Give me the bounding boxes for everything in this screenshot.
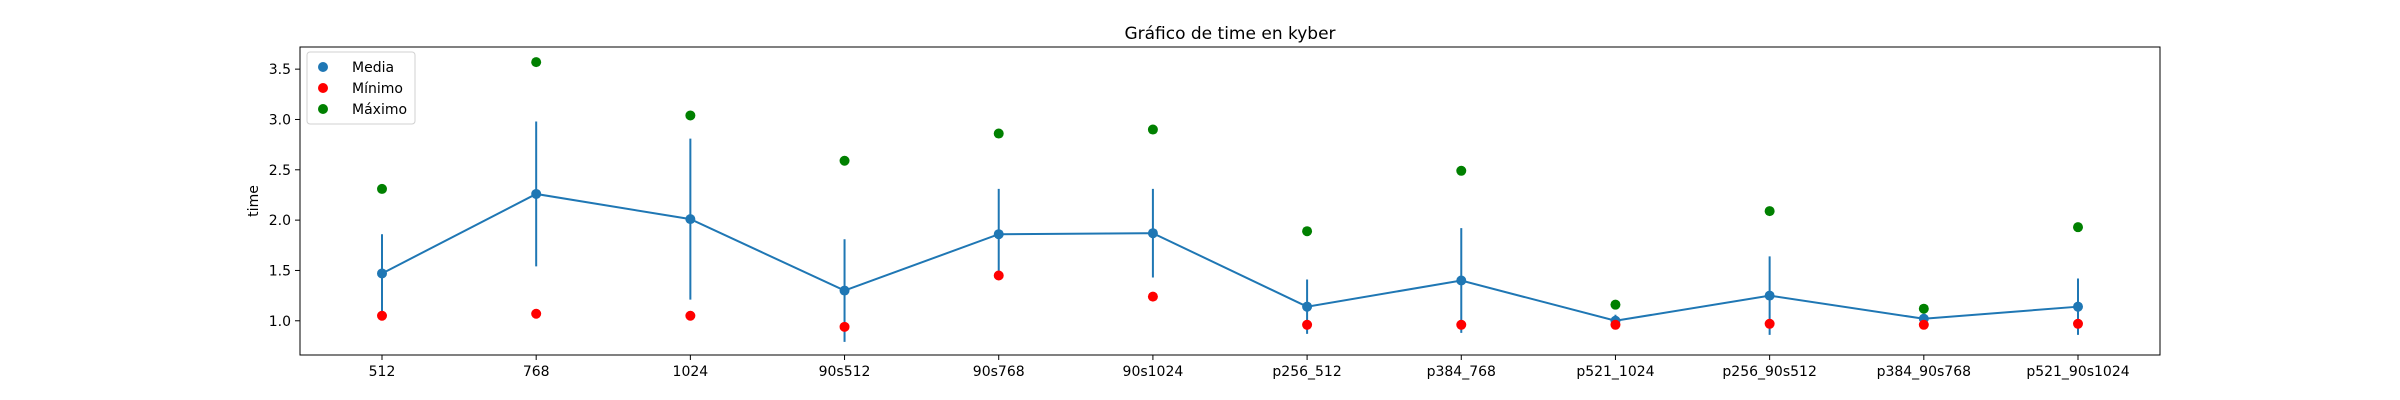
legend: Media Mínimo Máximo xyxy=(306,51,416,125)
plot-frame xyxy=(299,46,2161,356)
x-tick-label: 1024 xyxy=(673,364,709,380)
maximo-point xyxy=(377,183,387,194)
x-tick-label: 90s512 xyxy=(819,364,871,380)
maximo-point xyxy=(1147,124,1158,135)
x-tick-label: p256_90s512 xyxy=(1722,364,1816,380)
minimo-point xyxy=(1302,319,1313,330)
legend-label: Máximo xyxy=(352,102,407,118)
maximo-point xyxy=(1610,299,1621,310)
minimo-point xyxy=(1147,291,1158,302)
y-tick-label: 2.0 xyxy=(269,213,291,229)
minimo-point xyxy=(377,310,387,321)
maximo-point xyxy=(531,57,542,68)
media-point xyxy=(531,188,542,199)
x-tick-label: 512 xyxy=(369,364,396,380)
x-tick-label: p521_1024 xyxy=(1576,364,1654,380)
maximo-point xyxy=(1302,226,1313,237)
legend-marker xyxy=(318,83,328,93)
minimo-point xyxy=(1918,319,1929,330)
x-tick-label: 90s768 xyxy=(973,364,1025,380)
minimo-point xyxy=(993,270,1004,281)
legend-label: Mínimo xyxy=(352,81,403,97)
minimo-point xyxy=(2073,318,2083,329)
legend-marker xyxy=(318,62,328,72)
minimo-point xyxy=(1610,319,1621,330)
legend-marker xyxy=(318,104,328,114)
chart-title: Gráfico de time en kyber xyxy=(1124,24,1335,44)
points-layer xyxy=(377,57,2083,332)
y-tick-label: 1.0 xyxy=(269,314,291,330)
media-point xyxy=(993,229,1004,240)
x-tick-label: p384_768 xyxy=(1427,364,1496,380)
minimo-point xyxy=(685,310,696,321)
maximo-point xyxy=(685,110,696,121)
media-point xyxy=(2073,301,2083,312)
minimo-point xyxy=(1764,318,1775,329)
maximo-point xyxy=(1764,206,1775,217)
x-tick-label: p256_512 xyxy=(1272,364,1341,380)
media-point xyxy=(685,214,696,225)
minimo-point xyxy=(531,308,542,319)
media-line xyxy=(381,192,2079,322)
x-tick-label: p521_90s1024 xyxy=(2026,364,2129,380)
y-tick-label: 1.5 xyxy=(269,263,291,279)
y-axis-label: time xyxy=(246,185,262,217)
x-tick-label: 90s1024 xyxy=(1123,364,1184,380)
maximo-point xyxy=(2073,222,2083,233)
minimo-point xyxy=(839,321,850,332)
maximo-point xyxy=(839,155,850,166)
maximo-point xyxy=(1456,165,1467,176)
minimo-point xyxy=(1456,319,1467,330)
media-point xyxy=(1147,228,1158,239)
media-point xyxy=(1456,275,1467,286)
ticks-layer: 512 768 1024 90s512 90s768 90s1024 p256_512 p38… xyxy=(269,62,2130,380)
maximo-point xyxy=(993,128,1004,139)
media-point xyxy=(377,268,387,279)
legend-label: Media xyxy=(352,60,394,76)
media-point xyxy=(1764,290,1775,301)
maximo-point xyxy=(1918,303,1929,314)
media-point xyxy=(839,285,850,296)
y-tick-label: 3.5 xyxy=(269,62,291,78)
y-tick-label: 3.0 xyxy=(269,112,291,128)
line-layer xyxy=(381,192,2079,322)
media-point xyxy=(1302,301,1313,312)
x-tick-label: 768 xyxy=(523,364,550,380)
legend-box xyxy=(306,51,416,125)
x-tick-label: p384_90s768 xyxy=(1877,364,1971,380)
y-tick-label: 2.5 xyxy=(269,163,291,179)
